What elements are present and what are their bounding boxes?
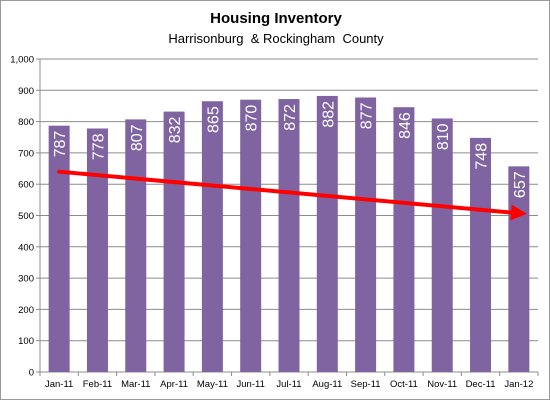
- data-label: 787: [52, 131, 69, 158]
- x-tick-label: Dec-11: [466, 379, 496, 390]
- trend-arrow-line: [57, 169, 513, 215]
- data-label: 846: [397, 112, 414, 139]
- y-tick-label: 700: [18, 148, 34, 159]
- bar: [470, 137, 492, 372]
- y-tick-label: 100: [18, 336, 34, 347]
- data-label: 865: [205, 106, 222, 133]
- chart-title: Housing Inventory: [210, 10, 342, 27]
- data-label: 877: [359, 102, 376, 129]
- x-tick-label: Oct-11: [390, 379, 418, 390]
- bar: [125, 119, 147, 372]
- x-tick-label: Jan-11: [45, 379, 73, 390]
- data-label: 810: [435, 123, 452, 150]
- bar: [316, 95, 338, 373]
- y-tick-label: 0: [29, 368, 34, 379]
- x-tick-label: Jan-12: [504, 379, 533, 390]
- bar: [431, 118, 453, 372]
- bar: [278, 99, 300, 373]
- data-label: 832: [167, 116, 184, 143]
- data-label: 807: [129, 124, 146, 151]
- chart-subtitle: Harrisonburg & Rockingham County: [168, 31, 384, 46]
- x-tick-label: Sep-11: [351, 379, 381, 390]
- y-tick-label: 600: [18, 180, 34, 191]
- data-label: 778: [90, 133, 107, 160]
- data-label: 657: [512, 171, 529, 198]
- y-tick-label: 300: [18, 274, 34, 285]
- x-tick-label: Jun-11: [237, 379, 265, 390]
- y-tick-label: 500: [18, 211, 34, 222]
- y-tick-label: 1,000: [10, 55, 34, 66]
- bar: [163, 111, 185, 373]
- bar: [240, 99, 262, 372]
- bar: [201, 101, 223, 372]
- x-tick-label: Jul-11: [276, 379, 301, 390]
- x-tick-label: Apr-11: [160, 379, 188, 390]
- trend-arrow-head: [510, 204, 527, 221]
- y-tick-label: 800: [18, 117, 34, 128]
- bar: [355, 97, 377, 373]
- x-tick-label: Mar-11: [121, 379, 150, 390]
- data-label: 870: [244, 105, 261, 132]
- x-tick-label: Nov-11: [427, 379, 457, 390]
- bar: [48, 125, 70, 372]
- x-tick-label: Aug-11: [312, 379, 342, 390]
- y-tick-label: 900: [18, 86, 34, 97]
- data-label: 748: [474, 143, 491, 170]
- x-tick-label: Feb-11: [83, 379, 112, 390]
- data-label: 882: [320, 101, 337, 128]
- data-label: 872: [282, 104, 299, 131]
- x-tick-label: May-11: [197, 379, 228, 390]
- bar: [393, 107, 415, 373]
- bar: [86, 128, 108, 372]
- y-tick-label: 200: [18, 305, 34, 316]
- y-tick-label: 400: [18, 242, 34, 253]
